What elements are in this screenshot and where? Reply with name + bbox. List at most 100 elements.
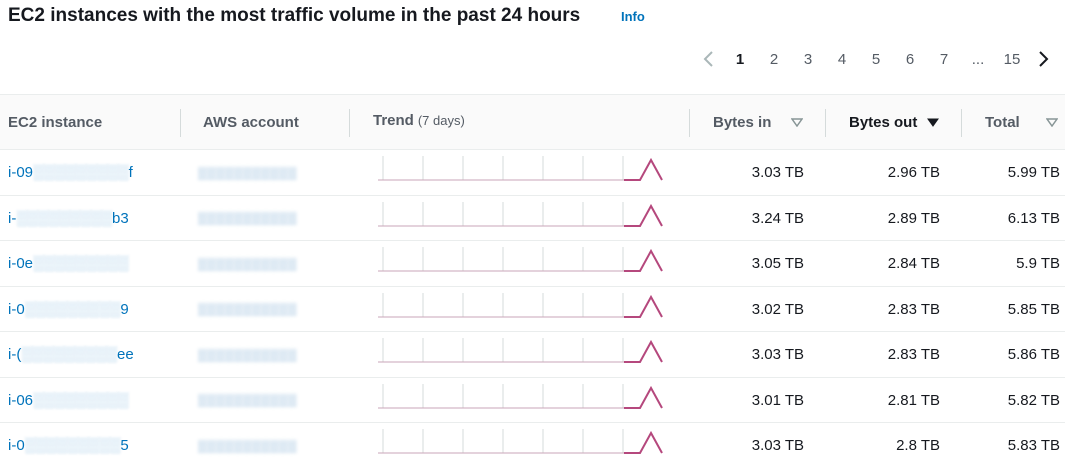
column-header-label: AWS account — [203, 114, 299, 131]
trend-sparkline — [378, 201, 663, 227]
instance-id-prefix: i-0 — [8, 437, 25, 454]
redacted-instance-id: ░░░░░░░░░ — [24, 300, 121, 318]
redacted-account-id[interactable]: ▒▒▒▒▒▒▒▒▒▒▒ — [198, 438, 298, 453]
instance-id-link[interactable]: i-0e░░░░░░░░░ — [8, 255, 129, 272]
instance-cell: i-(░░░░░░░░░ee — [8, 332, 178, 377]
page-2-button[interactable]: 2 — [769, 50, 779, 68]
trend-sparkline — [378, 247, 663, 272]
total-cell: 5.82 TB — [1007, 391, 1060, 409]
instance-id-prefix: i-( — [8, 346, 22, 363]
bytes-out-cell: 2.84 TB — [887, 255, 940, 272]
total-cell: 5.85 TB — [1007, 300, 1060, 318]
column-header-label: Total — [985, 114, 1020, 131]
trend-sparkline — [378, 338, 663, 363]
instance-id-link[interactable]: i-06░░░░░░░░░ — [8, 392, 129, 409]
instance-id-prefix: i- — [8, 209, 17, 227]
instance-id-link[interactable]: i-09░░░░░░░░░f — [8, 164, 133, 181]
pagination-ellipsis: ... — [971, 50, 985, 68]
trend-sparkline — [378, 156, 663, 181]
instance-id-suffix: ee — [116, 346, 134, 363]
widget-header: EC2 instances with the most traffic volu… — [0, 0, 1065, 94]
bytes-in-cell: 3.02 TB — [751, 300, 804, 318]
table-row: i-06░░░░░░░░░ ▒▒▒▒▒▒▒▒▒▒▒ 3.01 TB 2.81 TB 5.… — [0, 378, 1065, 423]
bytes-in-cell: 3.03 TB — [751, 164, 804, 181]
table-body: i-09░░░░░░░░░f ▒▒▒▒▒▒▒▒▒▒▒ 3.03 TB 2.96 TB 5… — [0, 150, 1065, 458]
instance-cell: i-0░░░░░░░░░5 — [8, 423, 178, 458]
redacted-instance-id: ░░░░░░░░░ — [33, 391, 129, 409]
instance-id-link[interactable]: i-0░░░░░░░░░9 — [8, 301, 129, 318]
total-cell: 5.99 TB — [1007, 164, 1060, 181]
instance-id-prefix: i-09 — [8, 164, 34, 181]
chevron-right-icon — [1039, 51, 1049, 67]
instance-id-suffix: 9 — [120, 300, 129, 318]
table-row: i-0e░░░░░░░░░ ▒▒▒▒▒▒▒▒▒▒▒ 3.05 TB 2.84 TB 5.… — [0, 241, 1065, 287]
bytes-in-cell: 3.24 TB — [751, 209, 804, 227]
total-cell: 5.9 TB — [1016, 255, 1060, 272]
redacted-account-id[interactable]: ▒▒▒▒▒▒▒▒▒▒▒ — [198, 347, 298, 362]
bytes-out-cell: 2.89 TB — [887, 209, 940, 227]
instance-cell: i-06░░░░░░░░░ — [8, 378, 178, 423]
instance-id-link[interactable]: i-(░░░░░░░░░ee — [8, 346, 134, 363]
redacted-account-id[interactable]: ▒▒▒▒▒▒▒▒▒▒▒ — [198, 256, 298, 271]
instance-id-suffix: f — [128, 164, 133, 181]
bytes-out-cell: 2.96 TB — [887, 164, 940, 181]
page-15-button[interactable]: 15 — [1003, 50, 1021, 68]
instance-id-link[interactable]: i-0░░░░░░░░░5 — [8, 437, 129, 454]
column-header-total[interactable]: Total — [985, 95, 1059, 150]
instance-id-prefix: i-0e — [8, 255, 34, 272]
sort-caret-down-outline-icon — [1045, 114, 1059, 131]
page-3-button[interactable]: 3 — [803, 50, 813, 68]
column-divider[interactable] — [825, 109, 826, 137]
redacted-instance-id: ░░░░░░░░░ — [16, 209, 112, 227]
page-1-button[interactable]: 1 — [735, 50, 745, 68]
column-divider[interactable] — [689, 109, 690, 137]
column-header-bytes-out[interactable]: Bytes out — [849, 95, 940, 150]
instance-cell: i-09░░░░░░░░░f — [8, 150, 178, 195]
redacted-account-id[interactable]: ▒▒▒▒▒▒▒▒▒▒▒ — [198, 302, 298, 316]
chevron-left-icon — [703, 51, 713, 67]
instance-id-link[interactable]: i-░░░░░░░░░b3 — [8, 210, 129, 227]
page-4-button[interactable]: 4 — [837, 50, 847, 68]
column-header-bytes-in[interactable]: Bytes in — [713, 95, 804, 150]
page-7-button[interactable]: 7 — [939, 50, 949, 68]
bytes-out-cell: 2.83 TB — [887, 300, 940, 318]
redacted-account-id[interactable]: ▒▒▒▒▒▒▒▒▒▒▒ — [198, 393, 298, 407]
column-divider[interactable] — [349, 109, 350, 137]
table-row: i-0░░░░░░░░░9 ▒▒▒▒▒▒▒▒▒▒▒ 3.02 TB 2.83 TB 5.… — [0, 287, 1065, 332]
instance-id-prefix: i-06 — [8, 391, 34, 409]
column-divider[interactable] — [180, 109, 181, 137]
page-6-button[interactable]: 6 — [905, 50, 915, 68]
instance-cell: i-0e░░░░░░░░░ — [8, 241, 178, 286]
previous-page-button[interactable] — [693, 46, 723, 72]
info-link[interactable]: Info — [621, 9, 645, 24]
column-header-trend: Trend (7 days) — [373, 93, 465, 148]
account-cell: ▒▒▒▒▒▒▒▒▒▒▒ — [198, 150, 328, 195]
sort-caret-down-filled-icon — [927, 114, 940, 131]
redacted-account-id[interactable]: ▒▒▒▒▒▒▒▒▒▒▒ — [198, 165, 298, 180]
redacted-instance-id: ░░░░░░░░░ — [21, 346, 117, 363]
total-cell: 5.86 TB — [1007, 346, 1060, 363]
bytes-out-cell: 2.8 TB — [896, 437, 940, 454]
table-row: i-░░░░░░░░░b3 ▒▒▒▒▒▒▒▒▒▒▒ 3.24 TB 2.89 TB 6.… — [0, 196, 1065, 241]
account-cell: ▒▒▒▒▒▒▒▒▒▒▒ — [198, 332, 328, 377]
column-divider[interactable] — [961, 109, 962, 137]
table-row: i-09░░░░░░░░░f ▒▒▒▒▒▒▒▒▒▒▒ 3.03 TB 2.96 TB 5… — [0, 150, 1065, 196]
traffic-table: EC2 instance AWS account Trend (7 days) … — [0, 94, 1065, 458]
table-row: i-0░░░░░░░░░5 ▒▒▒▒▒▒▒▒▒▒▒ 3.03 TB 2.8 TB 5.8… — [0, 423, 1065, 458]
column-header-label: Bytes in — [713, 114, 772, 131]
redacted-account-id[interactable]: ▒▒▒▒▒▒▒▒▒▒▒ — [198, 211, 298, 225]
bytes-in-cell: 3.03 TB — [751, 437, 804, 454]
column-header-aws-account: AWS account — [203, 95, 299, 150]
bytes-in-cell: 3.05 TB — [751, 255, 804, 272]
bytes-in-cell: 3.01 TB — [751, 391, 804, 409]
column-header-ec2-instance: EC2 instance — [8, 95, 102, 150]
next-page-button[interactable] — [1029, 46, 1059, 72]
redacted-instance-id: ░░░░░░░░░ — [24, 437, 121, 454]
page-5-button[interactable]: 5 — [871, 50, 881, 68]
account-cell: ▒▒▒▒▒▒▒▒▒▒▒ — [198, 196, 328, 241]
account-cell: ▒▒▒▒▒▒▒▒▒▒▒ — [198, 423, 328, 458]
total-cell: 6.13 TB — [1007, 209, 1060, 227]
trend-sparkline — [378, 292, 663, 318]
total-cell: 5.83 TB — [1007, 437, 1060, 454]
account-cell: ▒▒▒▒▒▒▒▒▒▒▒ — [198, 378, 328, 423]
